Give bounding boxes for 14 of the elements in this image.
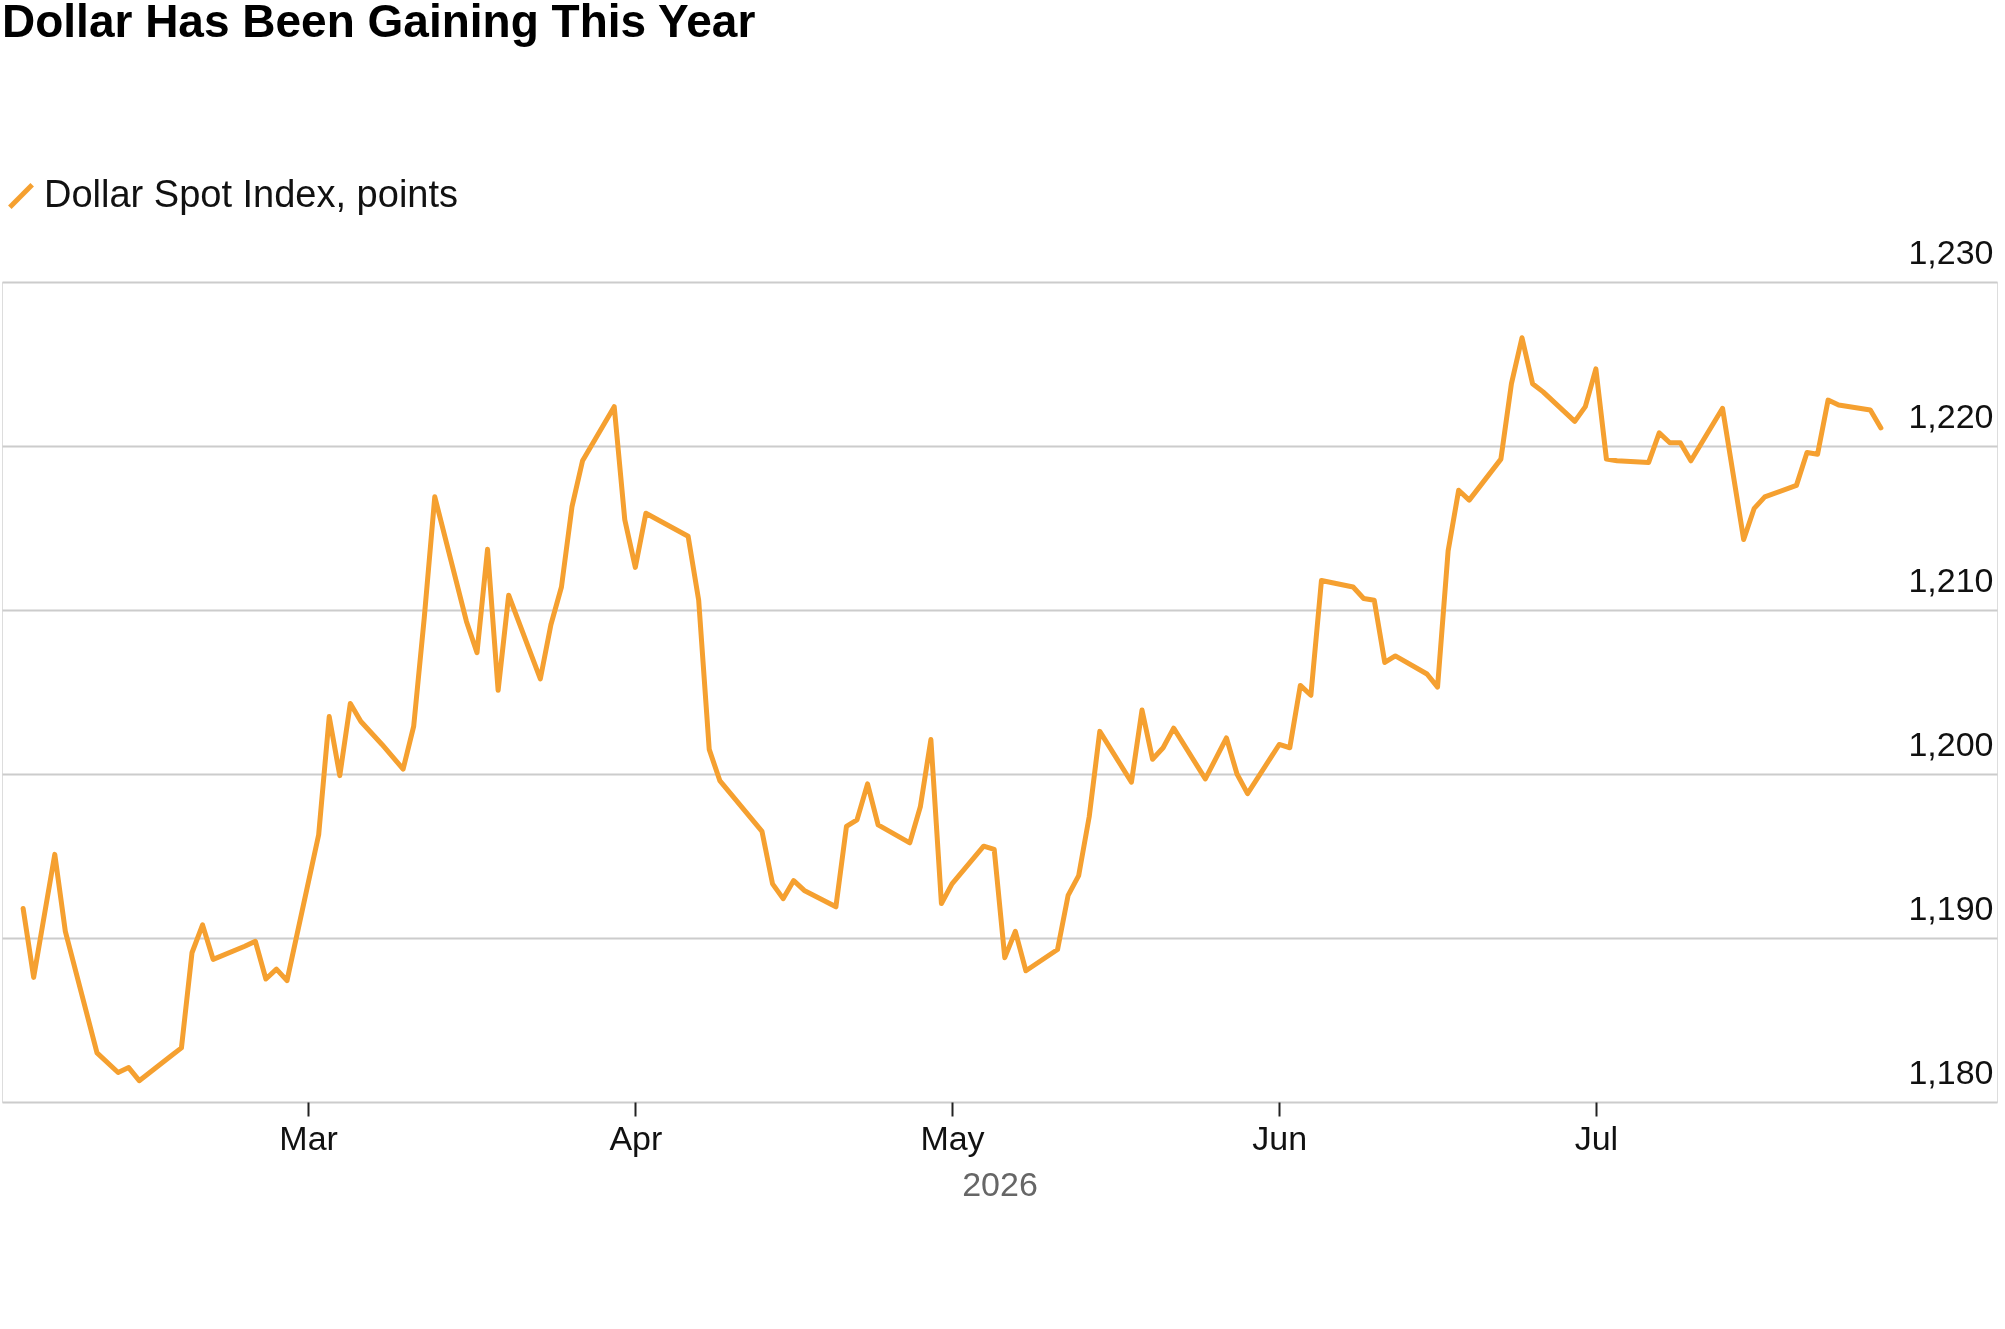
x-tick-label: Mar <box>279 1118 338 1157</box>
y-tick-label: 1,220 <box>1908 396 1994 435</box>
x-tick-label: May <box>920 1118 985 1157</box>
x-tick-label: Apr <box>609 1118 663 1157</box>
x-axis-title: 2026 <box>962 1164 1038 1203</box>
y-tick-label: 1,230 <box>1908 232 1994 271</box>
x-tick-label: Jun <box>1252 1118 1308 1157</box>
y-tick-label: 1,180 <box>1908 1052 1994 1091</box>
y-tick-label: 1,200 <box>1908 724 1994 763</box>
y-tick-label: 1,210 <box>1908 560 1994 599</box>
x-tick-label: Jul <box>1574 1118 1619 1157</box>
legend-label: Dollar Spot Index, points <box>44 173 459 215</box>
y-tick-label: 1,190 <box>1908 888 1994 927</box>
chart-title: Dollar Has Been Gaining This Year <box>2 0 756 47</box>
